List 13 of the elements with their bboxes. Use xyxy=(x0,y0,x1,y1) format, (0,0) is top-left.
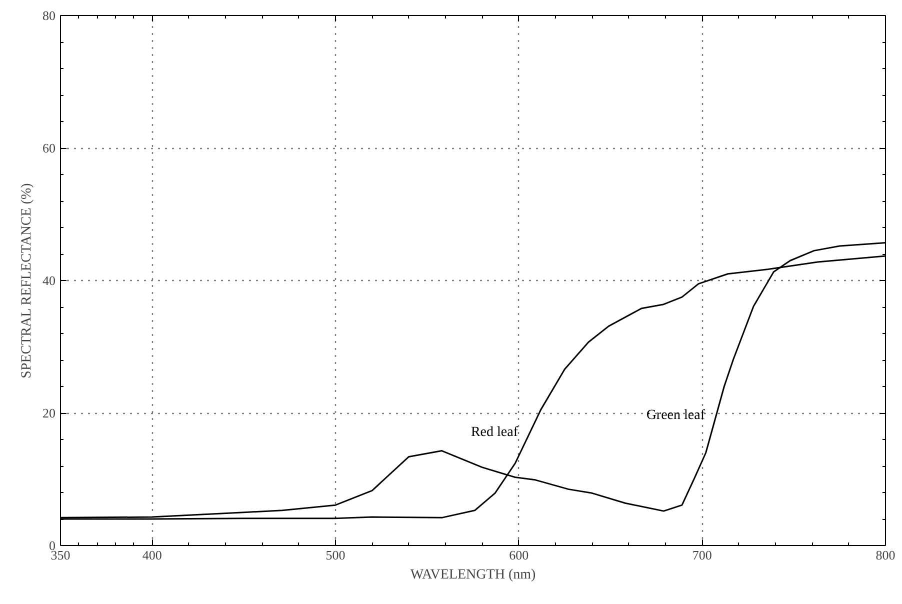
x-tick-label: 600 xyxy=(509,548,529,562)
x-tick-label: 400 xyxy=(142,548,162,562)
y-tick-label: 60 xyxy=(42,140,56,156)
series-label: Red leaf xyxy=(470,425,518,440)
series-label: Green leaf xyxy=(646,408,706,424)
y-tick-label: 40 xyxy=(42,273,56,288)
x-tick-label: 700 xyxy=(692,548,712,562)
x-axis-title: WAVELENGTH (nm) xyxy=(410,568,536,582)
y-axis-title: SPECTRAL REFLECTANCE (%) xyxy=(20,182,34,378)
x-tick-label: 800 xyxy=(876,548,896,562)
y-tick-label: 80 xyxy=(42,8,56,23)
y-tick-label: 20 xyxy=(42,406,56,420)
x-tick-label: 500 xyxy=(326,548,346,562)
